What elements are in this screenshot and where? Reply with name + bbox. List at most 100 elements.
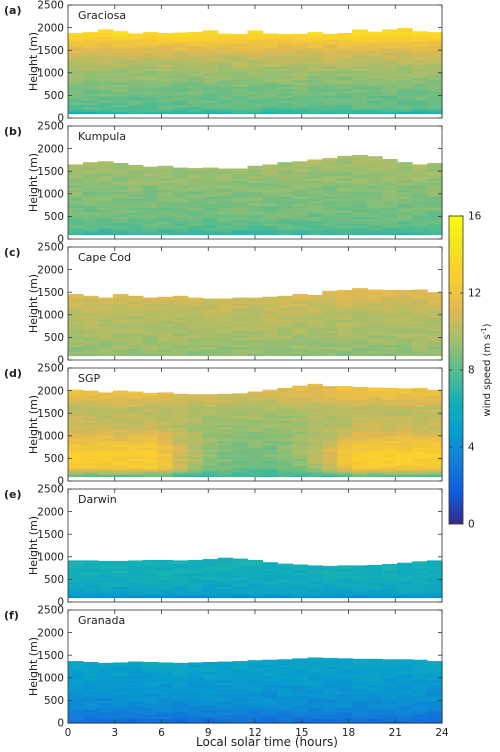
heatmap-cell — [232, 689, 249, 692]
heatmap-cell — [382, 43, 398, 47]
heatmap-cell — [232, 592, 249, 596]
heatmap-cell — [337, 693, 353, 697]
heatmap-cell — [68, 45, 84, 49]
heatmap-cell — [142, 664, 159, 668]
heatmap-cell — [337, 668, 353, 672]
heatmap-cell — [262, 456, 279, 459]
heatmap-cell — [82, 229, 99, 233]
heatmap-cell — [307, 695, 323, 699]
heatmap-cell — [352, 29, 368, 33]
heatmap-cell — [187, 720, 204, 724]
heatmap-cell — [412, 200, 428, 204]
heatmap-cell — [127, 97, 144, 101]
heatmap-cell — [127, 689, 144, 692]
heatmap-cell — [172, 43, 189, 47]
heatmap-cell — [397, 202, 413, 206]
heatmap-cell — [397, 319, 413, 323]
heatmap-cell — [247, 471, 264, 475]
heatmap-cell — [142, 709, 159, 713]
heatmap-cell — [157, 202, 174, 206]
heatmap-cell — [247, 408, 264, 412]
heatmap-cell — [172, 465, 189, 469]
heatmap-cell — [247, 36, 264, 40]
heatmap-cell — [382, 429, 398, 432]
heatmap-cell — [292, 43, 308, 47]
heatmap-cell — [277, 711, 293, 715]
heatmap-cell — [172, 668, 189, 672]
heatmap-cell — [427, 298, 443, 302]
heatmap-cell — [112, 298, 129, 302]
heatmap-cell — [427, 442, 443, 446]
heatmap-cell — [277, 81, 293, 85]
heatmap-cell — [397, 449, 413, 453]
heatmap-cell — [82, 164, 99, 168]
heatmap-cell — [307, 45, 323, 49]
heatmap-cell — [142, 720, 159, 724]
heatmap-cell — [262, 296, 279, 300]
heatmap-cell — [142, 583, 159, 587]
heatmap-cell — [352, 104, 368, 108]
heatmap-cell — [352, 93, 368, 96]
heatmap-cell — [172, 225, 189, 229]
heatmap-cell — [322, 695, 338, 699]
heatmap-cell — [427, 34, 443, 38]
heatmap-cell — [367, 95, 383, 99]
heatmap-cell — [337, 88, 353, 92]
y-tick-label: 2500 — [37, 121, 64, 133]
heatmap-cell — [97, 171, 114, 175]
heatmap-cell — [292, 713, 308, 717]
heatmap-cell — [68, 415, 84, 419]
heatmap-cell — [277, 303, 293, 307]
heatmap-cell — [247, 713, 264, 717]
heatmap-cell — [337, 408, 353, 412]
heatmap-cell — [97, 568, 114, 571]
heatmap-cell — [367, 592, 383, 596]
heatmap-cell — [97, 702, 114, 706]
heatmap-cell — [412, 303, 428, 307]
heatmap-cell — [172, 220, 189, 224]
heatmap-cell — [367, 32, 383, 35]
heatmap-cell — [127, 223, 144, 227]
heatmap-cell — [277, 467, 293, 471]
heatmap-cell — [292, 424, 308, 428]
heatmap-cell — [157, 353, 174, 357]
heatmap-cell — [382, 415, 398, 419]
heatmap-cell — [112, 335, 129, 338]
heatmap-cell — [247, 675, 264, 679]
heatmap-cell — [367, 429, 383, 432]
heatmap-cell — [367, 666, 383, 670]
heatmap-cell — [337, 592, 353, 596]
heatmap-cell — [352, 43, 368, 47]
heatmap-cell — [292, 658, 308, 661]
heatmap-cell — [277, 695, 293, 699]
heatmap-cell — [307, 592, 323, 596]
heatmap-cell — [262, 97, 279, 101]
heatmap-cell — [352, 68, 368, 72]
heatmap-cell — [187, 45, 204, 49]
heatmap-cell — [412, 34, 428, 38]
heatmap-cell — [322, 294, 338, 298]
heatmap-cell — [382, 54, 398, 58]
heatmap-cell — [397, 45, 413, 49]
heatmap-cell — [112, 56, 129, 60]
heatmap-cell — [112, 310, 129, 314]
heatmap-cell — [397, 574, 413, 578]
heatmap-cell — [427, 686, 443, 690]
heatmap-cell — [112, 707, 129, 711]
heatmap-cell — [337, 406, 353, 410]
heatmap-cell — [397, 168, 413, 172]
heatmap-cell — [68, 677, 84, 681]
heatmap-cell — [307, 216, 323, 220]
heatmap-cell — [202, 453, 219, 457]
heatmap-cell — [97, 406, 114, 410]
heatmap-cells — [68, 288, 443, 357]
heatmap-cell — [247, 422, 264, 426]
heatmap-cell — [292, 716, 308, 720]
heatmap-cell — [292, 422, 308, 426]
heatmap-cell — [277, 395, 293, 398]
heatmap-cell — [382, 294, 398, 298]
heatmap-cell — [412, 447, 428, 450]
heatmap-cell — [187, 184, 204, 188]
heatmap-cell — [427, 54, 443, 58]
heatmap-cell — [367, 50, 383, 54]
